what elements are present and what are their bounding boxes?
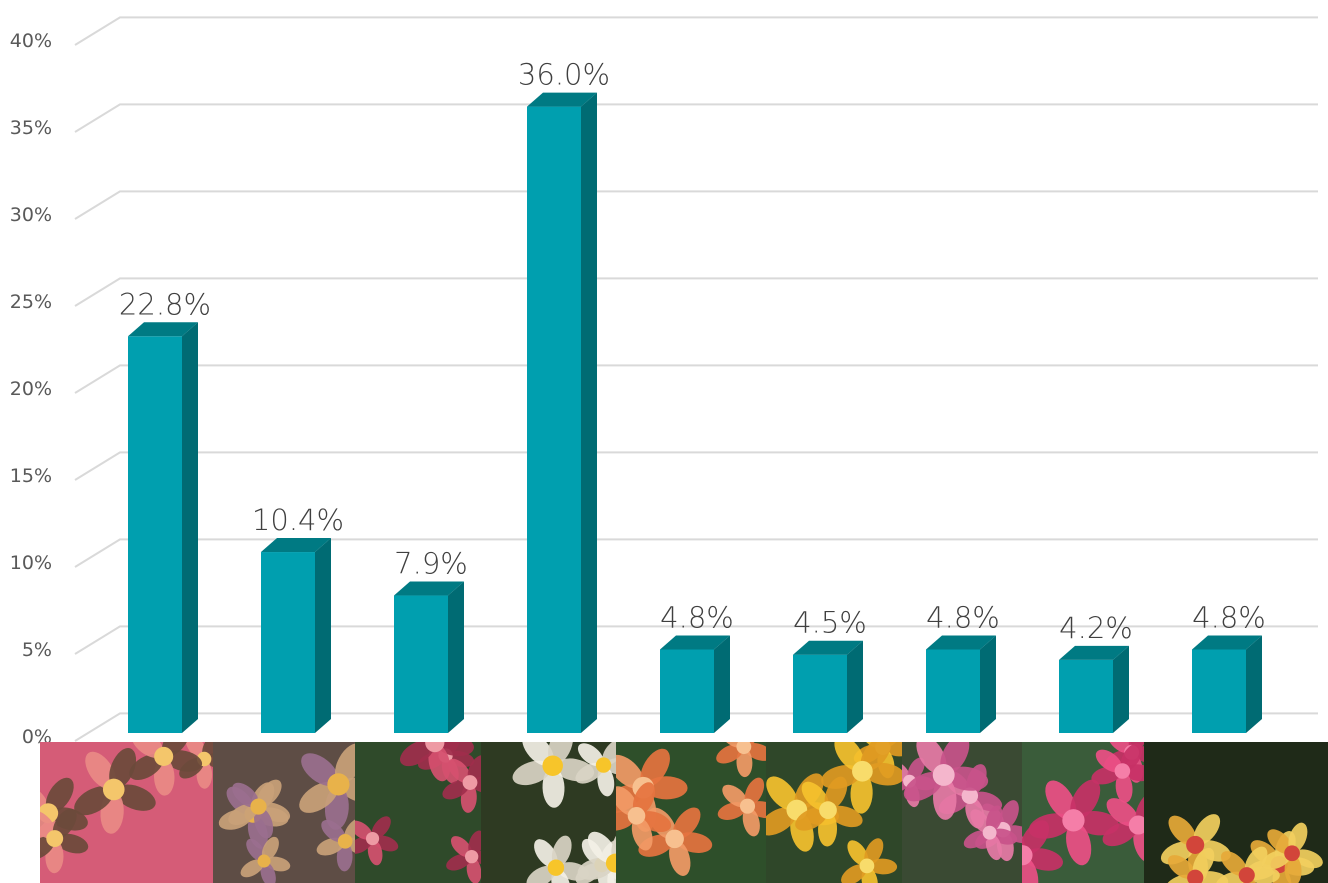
y-tick-label: 15% — [10, 465, 52, 487]
y-tick-label: 25% — [10, 291, 52, 313]
plumeria-orange-photo — [616, 742, 766, 883]
plumeria-pink-yellow-photo — [40, 742, 213, 883]
y-tick-label: 35% — [10, 117, 52, 139]
data-label: 36.0% — [518, 58, 610, 92]
data-label: 7.9% — [394, 547, 468, 581]
gridline — [74, 277, 1318, 307]
data-label: 10.4% — [252, 503, 344, 537]
data-label: 4.8% — [926, 600, 1000, 634]
plumeria-light-pink-photo — [902, 742, 1022, 883]
data-label: 4.8% — [660, 600, 734, 634]
y-tick-label: 40% — [10, 30, 52, 52]
bar — [1059, 645, 1129, 733]
y-axis-ticks: 0%5%10%15%20%25%30%35%40% — [10, 30, 52, 748]
gridline — [74, 538, 1318, 568]
y-tick-label: 5% — [22, 639, 52, 661]
plumeria-red-pink-photo — [355, 742, 481, 883]
data-label: 4.5% — [793, 606, 867, 640]
bar — [527, 92, 597, 734]
gridline — [74, 16, 1318, 46]
gridline — [74, 712, 1318, 742]
plumeria-red-yellow-photo — [1144, 742, 1328, 883]
plumeria-white-yellow-photo — [481, 742, 616, 883]
y-tick-label: 20% — [10, 378, 52, 400]
bars — [128, 92, 1262, 734]
bar — [261, 538, 331, 733]
gridline — [74, 364, 1318, 394]
bar — [394, 581, 464, 733]
data-label: 4.2% — [1059, 611, 1133, 645]
bar — [793, 640, 863, 733]
y-tick-label: 30% — [10, 204, 52, 226]
y-tick-label: 10% — [10, 552, 52, 574]
gridline — [74, 190, 1318, 220]
gridline — [74, 451, 1318, 481]
data-labels: 22.8% 10.4% 7.9% 36.0% 4.8% 4.5% 4.8% 4.2% 4.8% — [119, 58, 1266, 645]
bar — [926, 635, 996, 733]
bar — [1192, 635, 1262, 733]
bar — [128, 322, 198, 733]
gridlines — [74, 16, 1318, 742]
gridline — [74, 103, 1318, 133]
data-label: 4.8% — [1192, 600, 1266, 634]
plumeria-hot-pink-photo — [1022, 742, 1144, 883]
bar — [660, 635, 730, 733]
plumeria-purple-yellow-photo — [213, 742, 355, 883]
gridline — [74, 625, 1318, 655]
plumeria-yellow-photo — [766, 742, 902, 883]
data-label: 22.8% — [119, 287, 211, 321]
